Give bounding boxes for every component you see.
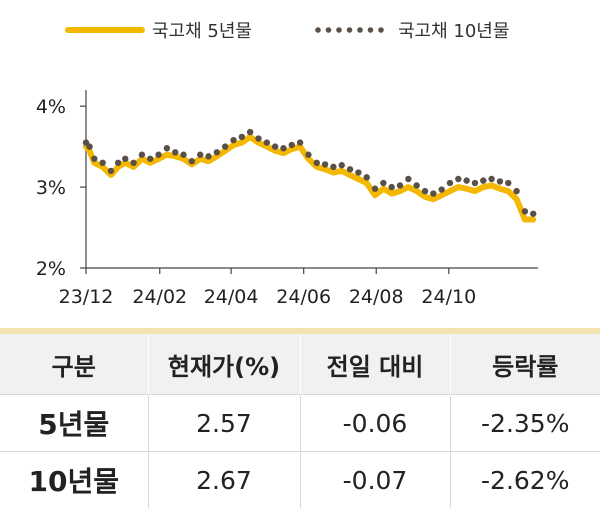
legend-dot: [357, 27, 363, 33]
series-point-10y: [488, 176, 494, 182]
plot-series: [83, 129, 537, 220]
header-current-price: 현재가(%): [148, 334, 300, 395]
series-point-10y: [86, 143, 92, 149]
series-point-10y: [447, 180, 453, 186]
series-point-10y: [530, 211, 536, 217]
x-ticks: 23/12 24/02 24/04 24/06 24/08 24/10: [59, 268, 477, 308]
series-point-10y: [438, 186, 444, 192]
daily-change-cell: -0.06: [300, 395, 450, 452]
header-daily-change: 전일 대비: [300, 334, 450, 395]
x-tick-label: 24/04: [204, 286, 259, 308]
series-point-10y: [422, 188, 428, 194]
table-header-row: 구분 현재가(%) 전일 대비 등락률: [0, 334, 600, 395]
series-point-10y: [180, 152, 186, 158]
series-point-10y: [115, 160, 121, 166]
series-point-10y: [264, 139, 270, 145]
legend-dot: [368, 27, 374, 33]
series-point-10y: [364, 174, 370, 180]
legend-swatch-10y: [315, 27, 384, 33]
series-point-10y: [455, 176, 461, 182]
legend-dot: [315, 27, 321, 33]
series-point-10y: [247, 129, 253, 135]
series-point-10y: [130, 160, 136, 166]
series-point-10y: [505, 180, 511, 186]
series-point-10y: [314, 160, 320, 166]
y-axis: 2% 3% 4%: [36, 90, 86, 280]
series-point-10y: [305, 152, 311, 158]
legend-dot: [326, 27, 332, 33]
x-tick-label: 24/02: [132, 286, 187, 308]
series-point-10y: [205, 153, 211, 159]
chart-legend: 국고채 5년물 국고채 10년물: [68, 21, 509, 42]
series-point-10y: [99, 160, 105, 166]
series-point-10y: [139, 152, 145, 158]
series-point-10y: [522, 208, 528, 214]
series-point-10y: [513, 188, 519, 194]
series-point-10y: [280, 145, 286, 151]
series-point-10y: [91, 156, 97, 162]
series-point-10y: [430, 190, 436, 196]
change-rate-cell: -2.62%: [450, 452, 600, 508]
legend-dot: [347, 27, 353, 33]
series-point-10y: [297, 139, 303, 145]
series-point-10y: [339, 162, 345, 168]
x-tick-label: 24/06: [276, 286, 331, 308]
series-point-10y: [330, 164, 336, 170]
series-point-10y: [214, 149, 220, 155]
legend-label-10y: 국고채 10년물: [398, 21, 509, 42]
series-point-10y: [108, 168, 114, 174]
series-point-10y: [380, 180, 386, 186]
series-point-10y: [355, 169, 361, 175]
yield-table: 구분 현재가(%) 전일 대비 등락률 5년물 2.57 -0.06 -2.35…: [0, 334, 600, 508]
daily-change-cell: -0.07: [300, 452, 450, 508]
y-tick-label: 4%: [36, 96, 66, 118]
series-point-10y: [222, 143, 228, 149]
y-tick-label: 2%: [36, 258, 66, 280]
legend-dot: [336, 27, 342, 33]
current-price-cell: 2.67: [148, 452, 300, 508]
yield-table-section: 구분 현재가(%) 전일 대비 등락률 5년물 2.57 -0.06 -2.35…: [0, 328, 600, 504]
x-tick-label: 24/10: [421, 286, 476, 308]
series-point-10y: [155, 152, 161, 158]
row-label: 10년물: [0, 452, 148, 508]
series-point-10y: [413, 182, 419, 188]
series-point-10y: [230, 137, 236, 143]
series-point-10y: [172, 149, 178, 155]
series-point-10y: [472, 180, 478, 186]
legend-dot: [378, 27, 384, 33]
series-point-10y: [388, 184, 394, 190]
header-change-rate: 등락률: [450, 334, 600, 395]
series-point-10y: [272, 143, 278, 149]
table-row: 5년물 2.57 -0.06 -2.35%: [0, 395, 600, 452]
current-price-cell: 2.57: [148, 395, 300, 452]
series-point-10y: [255, 135, 261, 141]
change-rate-cell: -2.35%: [450, 395, 600, 452]
legend-label-5y: 국고채 5년물: [152, 21, 252, 42]
series-point-10y: [239, 134, 245, 140]
x-tick-label: 23/12: [59, 286, 114, 308]
table-row: 10년물 2.67 -0.07 -2.62%: [0, 452, 600, 508]
series-point-10y: [397, 182, 403, 188]
series-point-10y: [189, 158, 195, 164]
y-ticks: 2% 3% 4%: [36, 96, 86, 280]
header-category: 구분: [0, 334, 148, 395]
series-point-10y: [480, 177, 486, 183]
series-point-10y: [322, 161, 328, 167]
series-point-10y: [405, 176, 411, 182]
series-point-10y: [289, 142, 295, 148]
series-point-10y: [497, 178, 503, 184]
series-point-10y: [197, 152, 203, 158]
series-point-10y: [122, 156, 128, 162]
x-axis: 23/12 24/02 24/04 24/06 24/08 24/10: [59, 268, 538, 308]
series-point-10y: [463, 177, 469, 183]
series-point-10y: [347, 166, 353, 172]
series-point-10y: [164, 145, 170, 151]
x-tick-label: 24/08: [349, 286, 404, 308]
row-label: 5년물: [0, 395, 148, 452]
y-tick-label: 3%: [36, 177, 66, 199]
series-point-10y: [147, 156, 153, 162]
series-point-10y: [372, 186, 378, 192]
